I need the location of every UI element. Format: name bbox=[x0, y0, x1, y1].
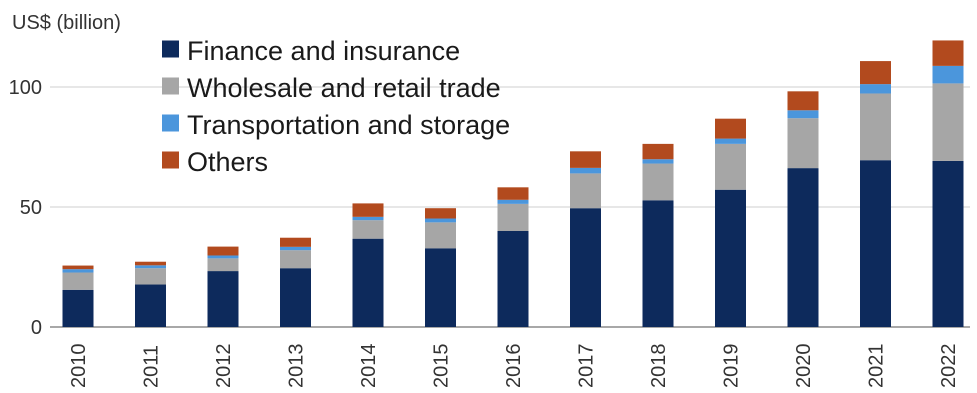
bar-segment-wholesale-and-retail-trade-2017 bbox=[570, 173, 601, 209]
legend-swatch bbox=[162, 114, 179, 132]
x-tick-label: 2022 bbox=[938, 344, 960, 389]
bar-segment-finance-and-insurance-2018 bbox=[642, 200, 674, 327]
bar-segment-others-2014 bbox=[352, 203, 384, 217]
legend-item-finance-and-insurance: Finance and insurance bbox=[162, 36, 460, 66]
bar-segment-finance-and-insurance-2016 bbox=[497, 231, 529, 327]
x-tick-label: 2014 bbox=[358, 344, 380, 389]
bar-segment-wholesale-and-retail-trade-2010 bbox=[62, 272, 94, 290]
bar-stack-2021 bbox=[860, 61, 891, 327]
bar-segment-finance-and-insurance-2020 bbox=[787, 168, 819, 327]
x-tick-label: 2015 bbox=[431, 344, 453, 389]
bar-segment-wholesale-and-retail-trade-2013 bbox=[280, 250, 311, 269]
bar-segment-transportation-and-storage-2019 bbox=[715, 138, 746, 144]
bar-segment-finance-and-insurance-2014 bbox=[352, 238, 384, 327]
bar-segment-others-2021 bbox=[860, 61, 891, 85]
bar-segment-transportation-and-storage-2010 bbox=[62, 269, 94, 273]
legend: Finance and insurance Wholesale and retai… bbox=[162, 36, 510, 177]
x-tick-label: 2010 bbox=[68, 344, 90, 389]
bar-segment-others-2019 bbox=[715, 118, 746, 139]
y-tick-label: 50 bbox=[20, 197, 42, 219]
bar-segment-wholesale-and-retail-trade-2022 bbox=[932, 83, 964, 161]
bar-segment-wholesale-and-retail-trade-2016 bbox=[497, 203, 529, 231]
bar-segment-finance-and-insurance-2015 bbox=[425, 248, 456, 327]
bar-segment-transportation-and-storage-2021 bbox=[860, 84, 891, 94]
bar-stack-2014 bbox=[352, 203, 384, 327]
bar-segment-transportation-and-storage-2017 bbox=[570, 167, 601, 174]
legend-swatch bbox=[162, 77, 179, 95]
bar-segment-wholesale-and-retail-trade-2014 bbox=[352, 220, 384, 239]
bar-stack-2022 bbox=[932, 40, 964, 327]
bar-segment-transportation-and-storage-2015 bbox=[425, 218, 456, 223]
bar-stack-2017 bbox=[570, 151, 601, 327]
x-tick-label: 2016 bbox=[503, 344, 525, 389]
bar-stack-2013 bbox=[280, 237, 311, 327]
y-tick-label: 100 bbox=[9, 77, 42, 99]
bar-segment-finance-and-insurance-2022 bbox=[932, 160, 964, 327]
x-tick-label: 2013 bbox=[286, 344, 308, 389]
bar-segment-others-2020 bbox=[787, 91, 819, 111]
bar-segment-wholesale-and-retail-trade-2011 bbox=[135, 268, 166, 285]
bar-segment-finance-and-insurance-2019 bbox=[715, 189, 746, 327]
bar-segment-transportation-and-storage-2014 bbox=[352, 216, 384, 221]
bars bbox=[62, 40, 964, 327]
bar-stack-2019 bbox=[715, 118, 746, 327]
legend-swatch bbox=[162, 151, 179, 169]
bar-segment-others-2022 bbox=[932, 40, 964, 66]
legend-label: Finance and insurance bbox=[187, 36, 460, 66]
y-axis-ticks: 0 50 100 bbox=[9, 77, 42, 339]
bar-segment-others-2017 bbox=[570, 151, 601, 168]
bar-segment-finance-and-insurance-2011 bbox=[135, 284, 166, 327]
bar-stack-2010 bbox=[62, 265, 94, 327]
bar-segment-others-2011 bbox=[135, 261, 166, 266]
bar-segment-transportation-and-storage-2011 bbox=[135, 265, 166, 269]
bar-segment-transportation-and-storage-2022 bbox=[932, 65, 964, 84]
bar-segment-others-2015 bbox=[425, 208, 456, 219]
x-tick-label: 2020 bbox=[793, 344, 815, 389]
legend-item-others: Others bbox=[162, 147, 268, 177]
bar-segment-transportation-and-storage-2018 bbox=[642, 159, 674, 164]
bar-segment-wholesale-and-retail-trade-2019 bbox=[715, 143, 746, 190]
bar-stack-2016 bbox=[497, 187, 529, 327]
bar-segment-others-2013 bbox=[280, 237, 311, 247]
bar-stack-2012 bbox=[207, 246, 239, 327]
legend-label: Transportation and storage bbox=[187, 110, 510, 140]
bar-segment-finance-and-insurance-2013 bbox=[280, 268, 311, 327]
bar-stack-2015 bbox=[425, 208, 456, 327]
bar-segment-wholesale-and-retail-trade-2015 bbox=[425, 222, 456, 249]
bar-segment-finance-and-insurance-2021 bbox=[860, 160, 891, 327]
x-tick-label: 2017 bbox=[576, 344, 598, 389]
legend-item-wholesale-and-retail-trade: Wholesale and retail trade bbox=[162, 73, 501, 103]
x-tick-label: 2019 bbox=[721, 344, 743, 389]
bar-segment-wholesale-and-retail-trade-2012 bbox=[207, 258, 239, 272]
bar-segment-others-2010 bbox=[62, 265, 94, 270]
legend-label: Others bbox=[187, 147, 268, 177]
bar-segment-others-2012 bbox=[207, 246, 239, 256]
legend-item-transportation-and-storage: Transportation and storage bbox=[162, 110, 510, 140]
x-tick-label: 2011 bbox=[141, 345, 163, 388]
bar-segment-wholesale-and-retail-trade-2021 bbox=[860, 93, 891, 161]
bar-segment-transportation-and-storage-2020 bbox=[787, 110, 819, 119]
x-axis-ticks: 2010 2011 2012 2013 2014 2015 2016 2017 2018 2019… bbox=[68, 344, 960, 389]
bar-stack-2018 bbox=[642, 143, 674, 327]
y-axis-label: US$ (billion) bbox=[12, 12, 121, 34]
bar-segment-finance-and-insurance-2012 bbox=[207, 271, 239, 327]
legend-swatch bbox=[162, 40, 179, 58]
x-tick-label: 2021 bbox=[866, 344, 888, 389]
bar-segment-wholesale-and-retail-trade-2018 bbox=[642, 163, 674, 201]
x-tick-label: 2018 bbox=[648, 344, 670, 389]
bar-segment-wholesale-and-retail-trade-2020 bbox=[787, 118, 819, 169]
bar-stack-2020 bbox=[787, 91, 819, 327]
bar-segment-transportation-and-storage-2016 bbox=[497, 199, 529, 204]
bar-segment-others-2018 bbox=[642, 143, 674, 160]
bar-segment-transportation-and-storage-2012 bbox=[207, 255, 239, 259]
x-tick-label: 2012 bbox=[213, 344, 235, 389]
bar-stack-2011 bbox=[135, 261, 166, 327]
y-tick-label: 0 bbox=[31, 317, 42, 339]
bar-segment-finance-and-insurance-2010 bbox=[62, 289, 94, 327]
bar-segment-others-2016 bbox=[497, 187, 529, 200]
bar-segment-finance-and-insurance-2017 bbox=[570, 208, 601, 327]
bar-segment-transportation-and-storage-2013 bbox=[280, 246, 311, 251]
legend-label: Wholesale and retail trade bbox=[187, 73, 501, 103]
